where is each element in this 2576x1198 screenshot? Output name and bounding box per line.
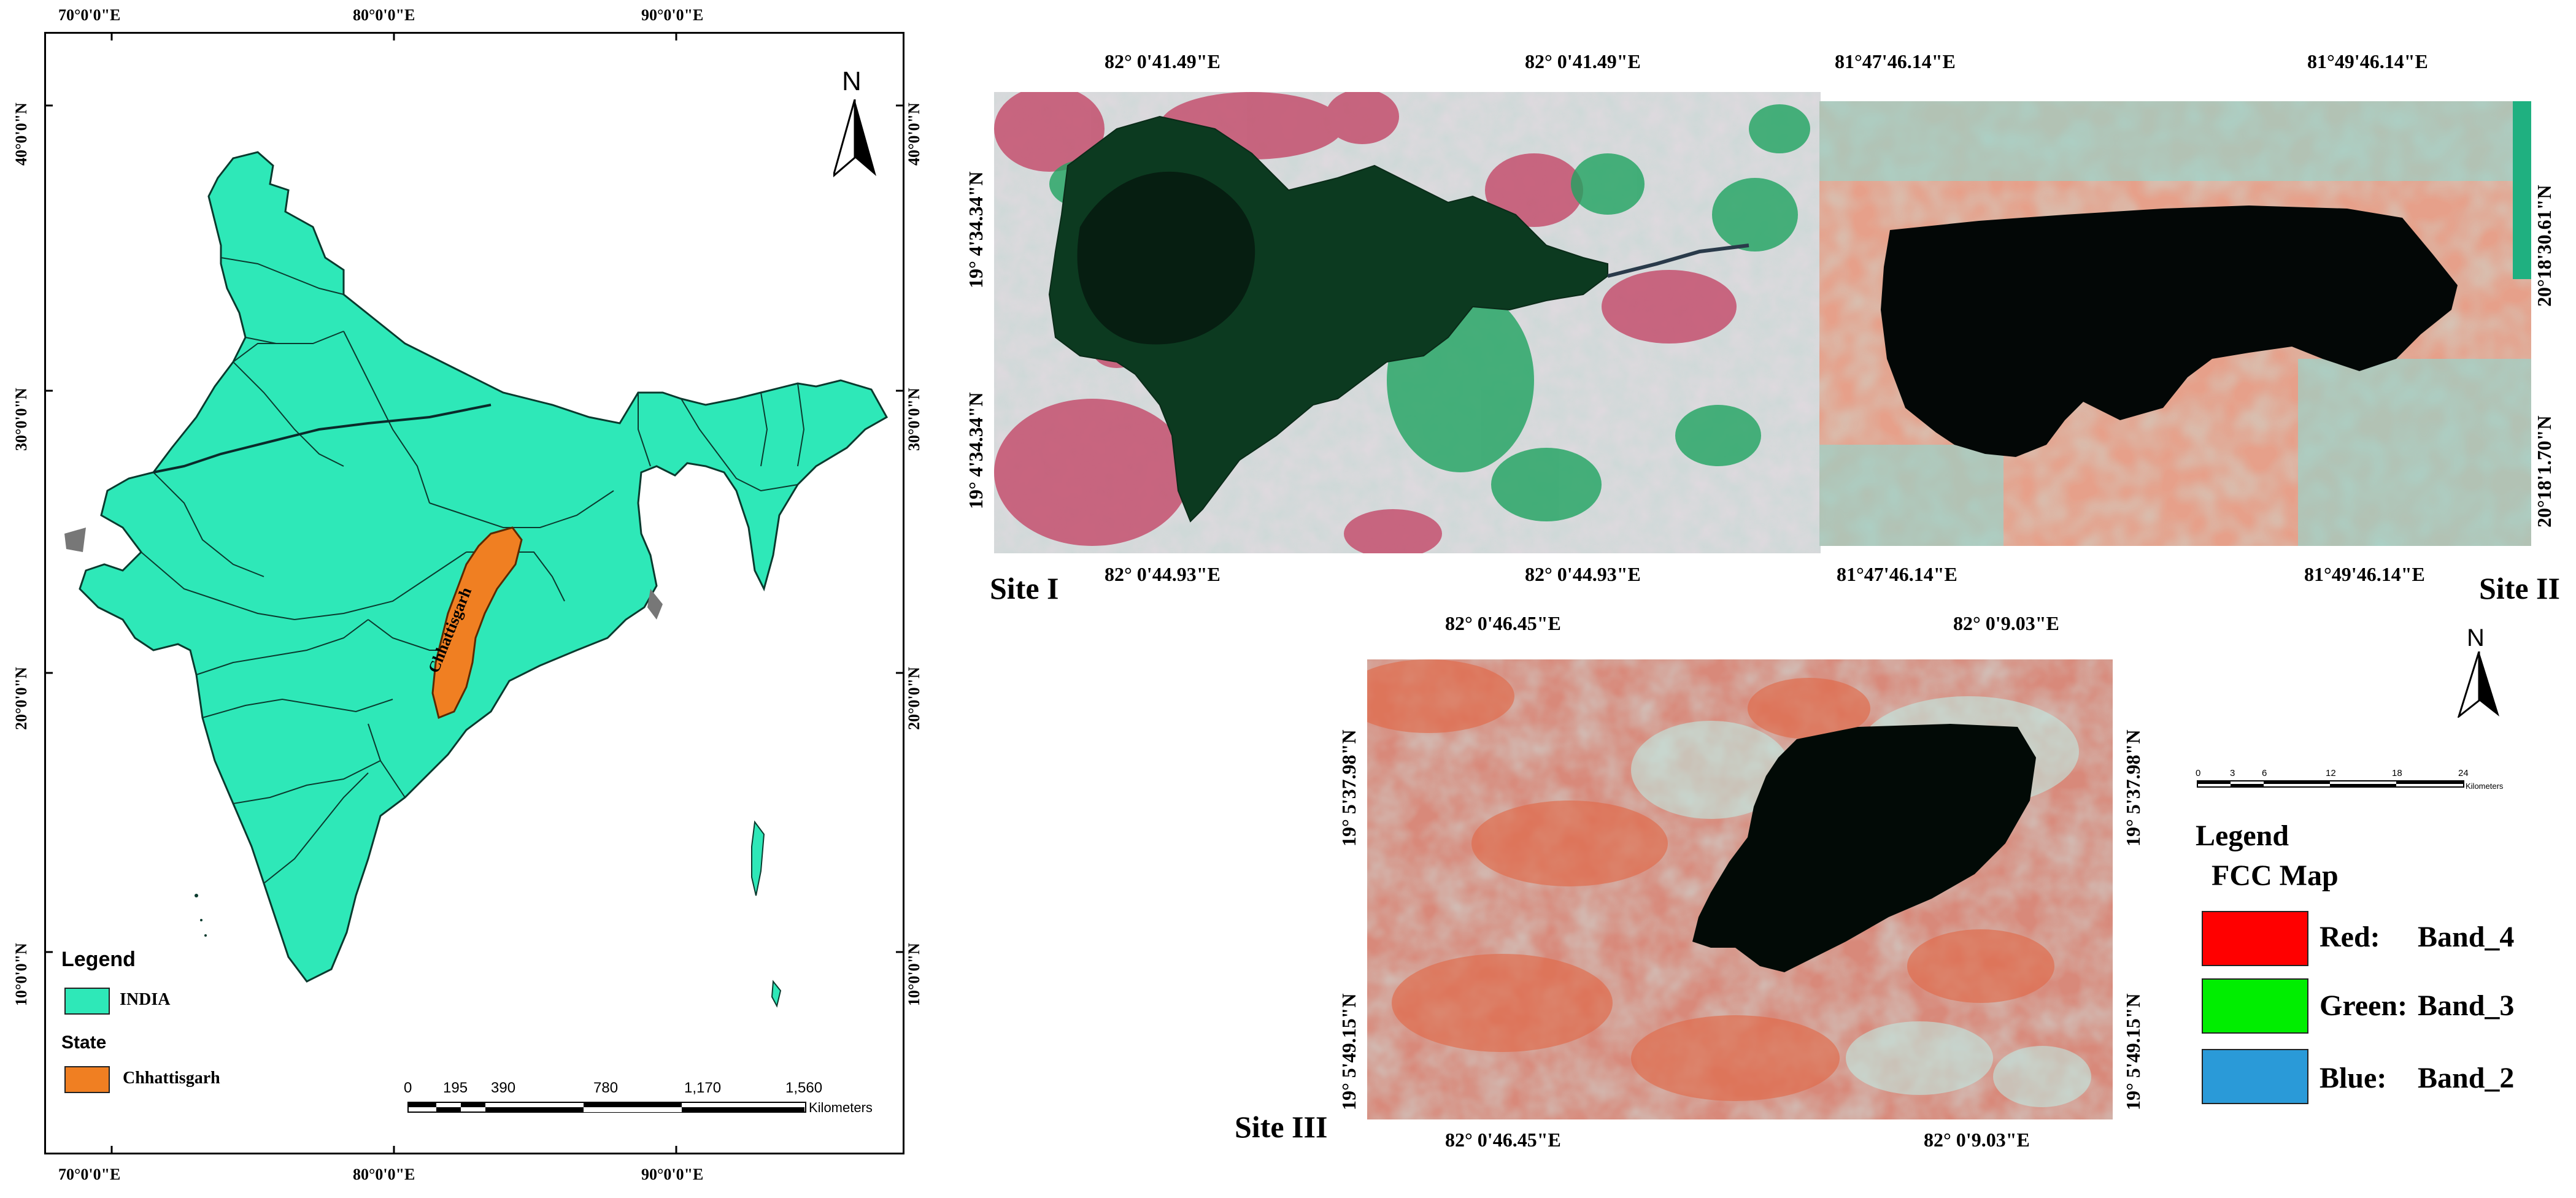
site1-bottom-right-lon: 82° 0'44.93"E	[1525, 563, 1641, 585]
site1-label: Site I	[990, 571, 1059, 605]
fcc-legend-subtitle: FCC Map	[2212, 859, 2339, 892]
right-scale-bar	[2197, 780, 2464, 788]
site2-satellite-image	[1819, 101, 2531, 546]
right-scale-tick-24: 24	[2458, 768, 2469, 778]
india-scale-bar	[407, 1102, 806, 1113]
site3-left-top-lat: 19° 5'37.98"N	[1338, 729, 1360, 847]
site3-satellite-image	[1367, 659, 2113, 1119]
right-lat-label-10: 10°0'0"N	[905, 943, 923, 1006]
site2-right-top-lat: 20°18'30.61"N	[2533, 185, 2555, 307]
left-lat-label-30: 30°0'0"N	[12, 388, 30, 451]
india-shape	[64, 151, 889, 1008]
site3-left-bottom-lat: 19° 5'49.15"N	[1338, 993, 1360, 1110]
legend-label-green: Green:	[2320, 989, 2408, 1022]
legend-band-red: Band_4	[2418, 921, 2515, 953]
site2-bottom-left-lon: 81°47'46.14"E	[1837, 563, 1957, 585]
right-lat-label-20: 20°0'0"N	[905, 667, 923, 730]
state-legend-label: Chhattisgarh	[123, 1069, 220, 1088]
right-scale-tick-12: 12	[2326, 768, 2336, 778]
legend-swatch-green	[2202, 978, 2308, 1034]
bottom-lon-label-70: 70°0'0"E	[58, 1165, 121, 1183]
site2-right-bottom-lat: 20°18'1.70"N	[2533, 415, 2555, 528]
right-lat-label-40: 40°0'0"N	[905, 102, 923, 166]
left-lat-label-10: 10°0'0"N	[12, 943, 30, 1006]
scale-tick-390: 390	[491, 1080, 516, 1096]
bottom-lon-label-90: 90°0'0"E	[641, 1165, 704, 1183]
right-scale-unit: Kilometers	[2466, 781, 2504, 791]
site1-satellite-image	[994, 92, 1821, 553]
site2-top-left-lon: 81°47'46.14"E	[1835, 50, 1956, 72]
top-lon-label-90: 90°0'0"E	[641, 6, 704, 24]
scale-tick-0: 0	[404, 1080, 412, 1096]
legend-band-green: Band_3	[2418, 989, 2515, 1022]
site3-label: Site III	[1235, 1110, 1328, 1144]
bottom-lon-label-80: 80°0'0"E	[353, 1165, 415, 1183]
scale-tick-195: 195	[443, 1080, 468, 1096]
fcc-legend-title: Legend	[2196, 820, 2289, 852]
north-letter: N	[842, 66, 862, 96]
right-scale-tick-3: 3	[2230, 768, 2235, 778]
top-lon-label-70: 70°0'0"E	[58, 6, 121, 24]
state-legend-swatch	[64, 1066, 110, 1093]
site3-top-left-lon: 82° 0'46.45"E	[1445, 612, 1561, 634]
right-scale-tick-0: 0	[2196, 768, 2201, 778]
india-legend-swatch	[64, 988, 110, 1015]
left-lat-label-20: 20°0'0"N	[12, 667, 30, 730]
india-scale-unit: Kilometers	[809, 1100, 873, 1115]
state-legend-heading: State	[61, 1032, 107, 1053]
top-lon-label-80: 80°0'0"E	[353, 6, 415, 24]
right-scale-tick-6: 6	[2262, 768, 2267, 778]
site2-bottom-right-lon: 81°49'46.14"E	[2304, 563, 2425, 585]
site1-top-right-lon: 82° 0'41.49"E	[1525, 50, 1641, 72]
site1-bottom-left-lon: 82° 0'44.93"E	[1105, 563, 1221, 585]
site3-right-bottom-lat: 19° 5'49.15"N	[2122, 993, 2144, 1110]
left-lat-label-40: 40°0'0"N	[12, 102, 30, 166]
site3-bottom-right-lon: 82° 0'9.03"E	[1924, 1129, 2030, 1151]
north-arrow-icon	[833, 99, 876, 177]
legend-swatch-red	[2202, 911, 2308, 966]
site1-top-left-lon: 82° 0'41.49"E	[1105, 50, 1221, 72]
scale-tick-1560: 1,560	[785, 1080, 823, 1096]
scale-tick-780: 780	[593, 1080, 619, 1096]
right-scale-tick-18: 18	[2392, 768, 2402, 778]
india-legend-title: Legend	[61, 948, 136, 971]
legend-label-blue: Blue:	[2320, 1062, 2387, 1094]
site1-left-bottom-lat: 19° 4'34.34"N	[965, 392, 987, 509]
site3-right-top-lat: 19° 5'37.98"N	[2122, 729, 2144, 847]
right-north-arrow-icon	[2458, 651, 2499, 718]
scale-tick-1170: 1,170	[684, 1080, 722, 1096]
right-lat-label-30: 30°0'0"N	[905, 388, 923, 451]
site3-top-right-lon: 82° 0'9.03"E	[1953, 612, 2059, 634]
site3-bottom-left-lon: 82° 0'46.45"E	[1445, 1129, 1561, 1151]
legend-label-red: Red:	[2320, 921, 2380, 953]
legend-swatch-blue	[2202, 1049, 2308, 1104]
india-map-frame	[44, 32, 904, 1154]
india-legend-label: INDIA	[120, 990, 171, 1009]
site1-left-top-lat: 19° 4'34.34"N	[965, 171, 987, 288]
site2-top-right-lon: 81°49'46.14"E	[2307, 50, 2428, 72]
right-north-letter: N	[2467, 624, 2485, 651]
site2-label: Site II	[2479, 571, 2560, 605]
legend-band-blue: Band_2	[2418, 1062, 2515, 1094]
